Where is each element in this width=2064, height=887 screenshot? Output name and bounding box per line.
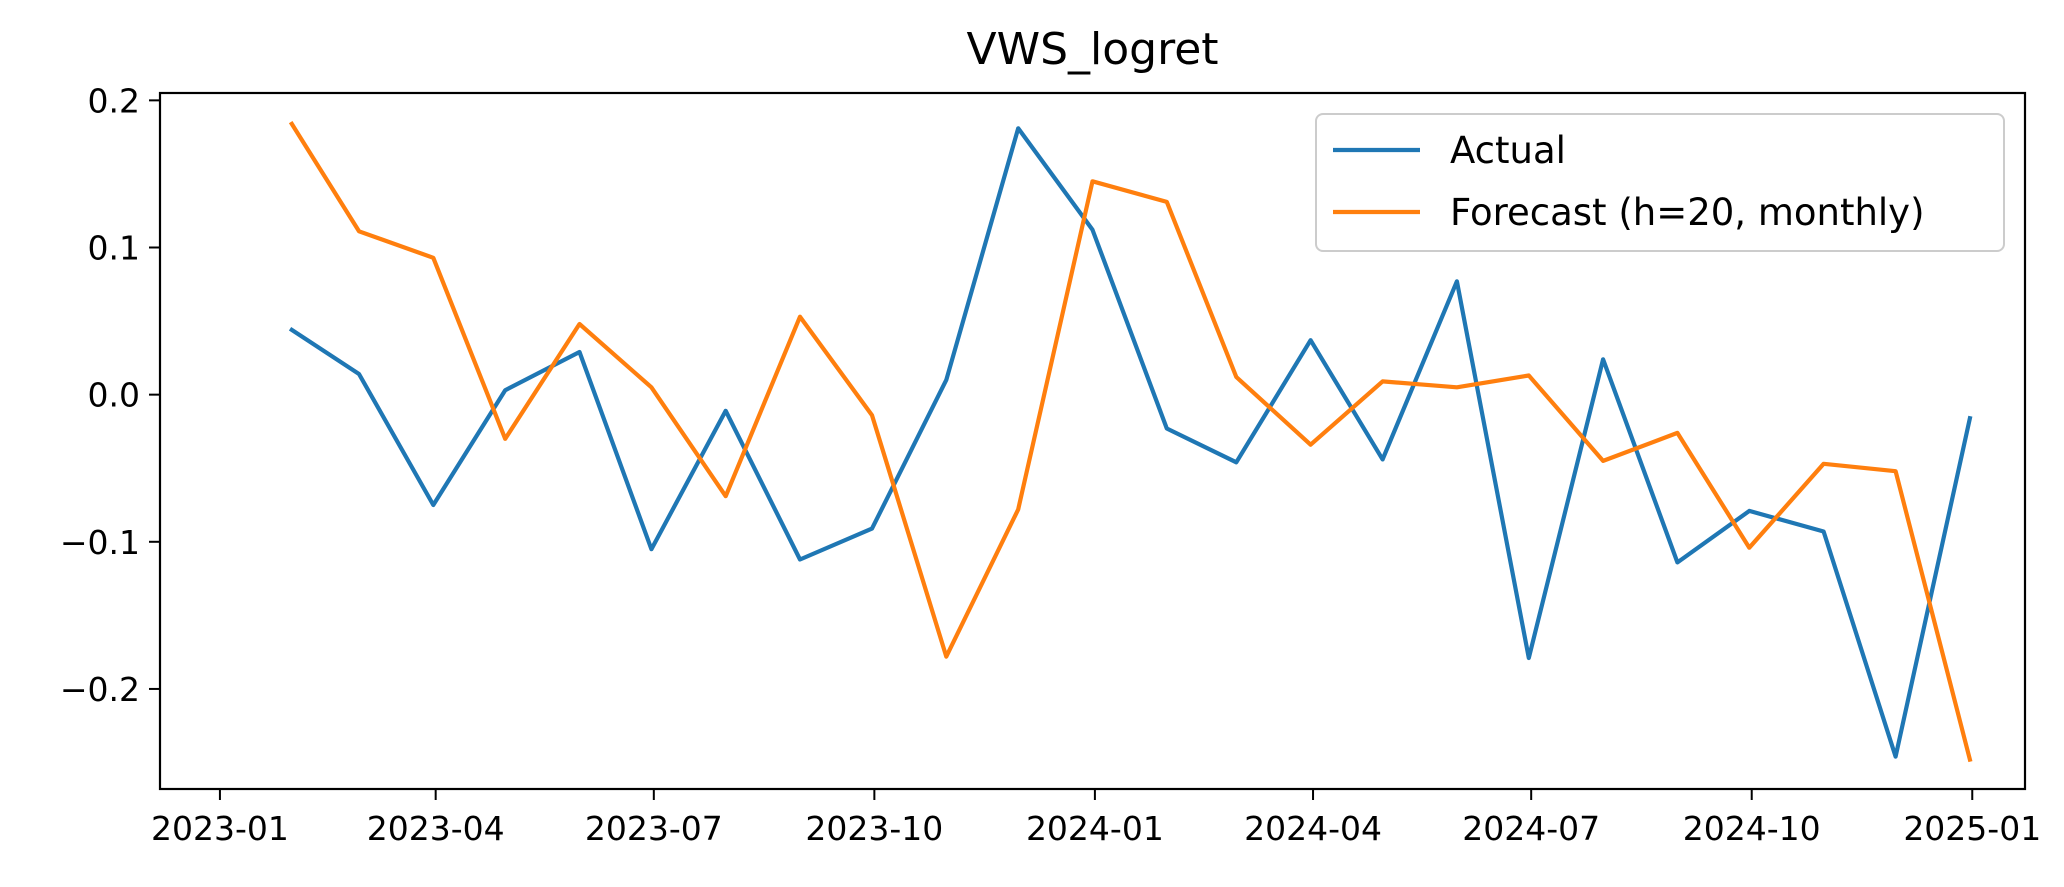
series-line-forecast [288, 121, 1973, 763]
y-tick-label: −0.1 [60, 523, 140, 562]
legend-label-actual: Actual [1450, 129, 1566, 172]
y-tick-label: 0.2 [88, 81, 140, 120]
x-tick-label: 2023-04 [367, 809, 505, 848]
y-tick-label: −0.2 [60, 670, 140, 709]
plot-frame [158, 91, 2027, 791]
x-tick-label: 2024-01 [1026, 809, 1164, 848]
x-tick-label: 2023-07 [585, 809, 723, 848]
y-tick-label: 0.0 [88, 376, 140, 415]
chart-title: VWS_logret [966, 24, 1218, 75]
series-line-actual [288, 126, 1973, 759]
y-axis: 0.2 0.1 0.0 −0.1 −0.2 [60, 81, 160, 709]
plot-lines [288, 121, 1973, 763]
legend-label-forecast: Forecast (h=20, monthly) [1450, 191, 1925, 234]
x-tick-label: 2024-10 [1683, 809, 1821, 848]
x-tick-label: 2024-07 [1462, 809, 1600, 848]
x-tick-label: 2024-04 [1244, 809, 1382, 848]
x-tick-label: 2025-01 [1903, 809, 2041, 848]
x-tick-label: 2023-01 [151, 809, 289, 848]
y-tick-label: 0.1 [88, 229, 140, 268]
legend: Actual Forecast (h=20, monthly) [1315, 113, 2005, 252]
x-tick-label: 2023-10 [805, 809, 943, 848]
x-axis: 2023-01 2023-04 2023-07 2023-10 2024-01 2024-… [151, 789, 2041, 848]
legend-box [1315, 113, 2005, 252]
